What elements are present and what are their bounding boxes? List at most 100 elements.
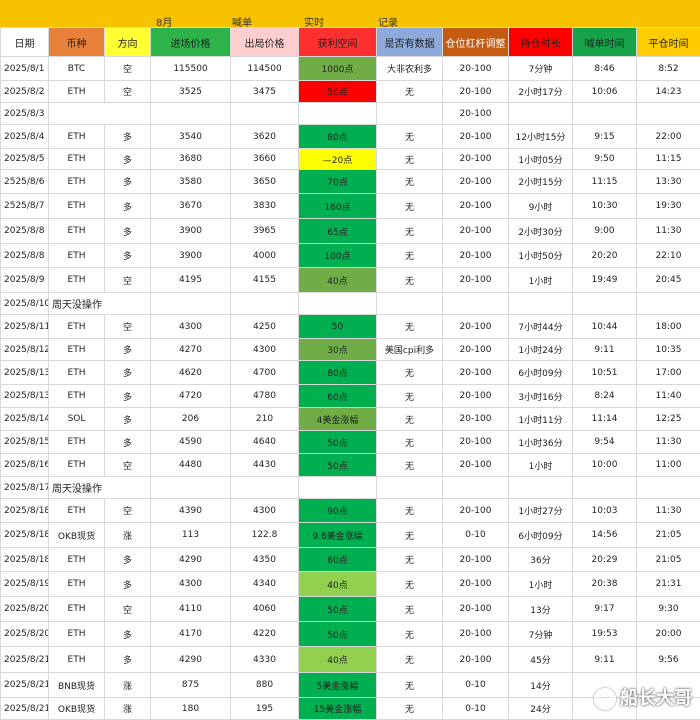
- cell-close-time[interactable]: [636, 476, 700, 499]
- cell-coin[interactable]: ETH: [48, 547, 105, 572]
- cell-data[interactable]: 无: [376, 621, 443, 647]
- cell-open-time[interactable]: 19:49: [572, 267, 637, 293]
- cell-entry[interactable]: 113: [150, 522, 231, 548]
- cell-entry[interactable]: 4110: [150, 596, 231, 622]
- header-data[interactable]: 是否有数据: [376, 27, 443, 57]
- cell-note[interactable]: 周天没操作: [48, 292, 151, 315]
- cell-profit[interactable]: 50点: [298, 430, 377, 454]
- cell-exit[interactable]: 4250: [230, 314, 299, 339]
- cell-open-time[interactable]: 10:30: [572, 193, 637, 219]
- cell-leverage[interactable]: 20-100: [442, 124, 509, 149]
- cell-open-time[interactable]: 8:24: [572, 384, 637, 408]
- cell-close-time[interactable]: 20:00: [636, 621, 700, 647]
- cell-exit[interactable]: 4330: [230, 646, 299, 673]
- cell-coin[interactable]: OKB现货: [48, 522, 105, 548]
- cell-direction[interactable]: 空: [104, 314, 151, 339]
- cell-date[interactable]: 2025/8/1: [0, 56, 49, 81]
- cell-coin[interactable]: BNB现货: [48, 672, 105, 698]
- cell-coin[interactable]: ETH: [48, 360, 105, 385]
- cell-hold[interactable]: 6小时09分: [508, 360, 573, 385]
- cell-coin[interactable]: ETH: [48, 430, 105, 454]
- cell-profit[interactable]: 50: [298, 314, 377, 339]
- cell-hold[interactable]: 7小时44分: [508, 314, 573, 339]
- cell-leverage[interactable]: 20-100: [442, 498, 509, 523]
- cell-exit[interactable]: 122.8: [230, 522, 299, 548]
- cell-entry[interactable]: 875: [150, 672, 231, 698]
- cell-leverage[interactable]: 20-100: [442, 267, 509, 293]
- cell-hold[interactable]: 2小时15分: [508, 169, 573, 194]
- cell-hold[interactable]: 1小时: [508, 571, 573, 597]
- cell-date[interactable]: 2025/8/2: [0, 80, 49, 103]
- cell-entry[interactable]: [150, 102, 231, 125]
- cell-data[interactable]: 无: [376, 498, 443, 523]
- cell-entry[interactable]: 4300: [150, 314, 231, 339]
- cell-entry[interactable]: 4170: [150, 621, 231, 647]
- cell-leverage[interactable]: 20-100: [442, 169, 509, 194]
- header-direction[interactable]: 方向: [104, 27, 151, 57]
- cell-date[interactable]: 2025/8/18: [0, 498, 49, 523]
- cell-entry[interactable]: 3900: [150, 243, 231, 268]
- cell-close-time[interactable]: 13:30: [636, 169, 700, 194]
- cell-close-time[interactable]: 11:30: [636, 430, 700, 454]
- cell-exit[interactable]: 4340: [230, 571, 299, 597]
- cell-hold[interactable]: 13分: [508, 596, 573, 622]
- cell-hold[interactable]: 14分: [508, 672, 573, 698]
- cell-direction[interactable]: 多: [104, 407, 151, 431]
- cell-entry[interactable]: 4195: [150, 267, 231, 293]
- cell-hold[interactable]: 12小时15分: [508, 124, 573, 149]
- cell-exit[interactable]: 4220: [230, 621, 299, 647]
- cell-profit[interactable]: 60点: [298, 547, 377, 572]
- cell-exit[interactable]: 3620: [230, 124, 299, 149]
- cell-exit[interactable]: 3660: [230, 148, 299, 170]
- cell-direction[interactable]: 多: [104, 338, 151, 361]
- cell-entry[interactable]: 3525: [150, 80, 231, 103]
- cell-data[interactable]: [376, 102, 443, 125]
- cell-date[interactable]: 2025/8/19: [0, 571, 49, 597]
- cell-close-time[interactable]: 14:23: [636, 80, 700, 103]
- cell-profit[interactable]: [298, 476, 377, 499]
- cell-exit[interactable]: 4780: [230, 384, 299, 408]
- cell-direction[interactable]: 空: [104, 453, 151, 477]
- cell-leverage[interactable]: 20-100: [442, 547, 509, 572]
- cell-hold[interactable]: 1小时50分: [508, 243, 573, 268]
- cell-open-time[interactable]: 10:51: [572, 360, 637, 385]
- cell-data[interactable]: 无: [376, 407, 443, 431]
- header-close-time[interactable]: 平仓时间: [636, 27, 700, 57]
- cell-hold[interactable]: 7分钟: [508, 56, 573, 81]
- header-profit[interactable]: 获利空间: [298, 27, 377, 57]
- cell-close-time[interactable]: 11:30: [636, 218, 700, 244]
- cell-profit[interactable]: 100点: [298, 243, 377, 268]
- cell-close-time[interactable]: 21:31: [636, 571, 700, 597]
- cell-exit[interactable]: 3650: [230, 169, 299, 194]
- cell-coin[interactable]: ETH: [48, 218, 105, 244]
- cell-open-time[interactable]: 9:54: [572, 430, 637, 454]
- cell-direction[interactable]: 多: [104, 571, 151, 597]
- cell-data[interactable]: 无: [376, 697, 443, 720]
- header-entry[interactable]: 进场价格: [150, 27, 231, 57]
- cell-open-time[interactable]: 20:20: [572, 243, 637, 268]
- cell-coin[interactable]: ETH: [48, 596, 105, 622]
- cell-profit[interactable]: 30点: [298, 338, 377, 361]
- cell-open-time[interactable]: 9:00: [572, 218, 637, 244]
- cell-direction[interactable]: 多: [104, 646, 151, 673]
- cell-coin[interactable]: ETH: [48, 267, 105, 293]
- cell-entry[interactable]: 4620: [150, 360, 231, 385]
- cell-date[interactable]: 2025/8/12: [0, 338, 49, 361]
- cell-data[interactable]: 无: [376, 596, 443, 622]
- cell-date[interactable]: 2025/8/18: [0, 522, 49, 548]
- cell-exit[interactable]: 4155: [230, 267, 299, 293]
- cell-open-time[interactable]: 11:15: [572, 169, 637, 194]
- cell-profit[interactable]: 9.8美金涨幅: [298, 522, 377, 548]
- cell-profit[interactable]: 60点: [298, 384, 377, 408]
- cell-close-time[interactable]: 21:05: [636, 547, 700, 572]
- cell-profit[interactable]: [298, 292, 377, 315]
- cell-direction[interactable]: 空: [104, 596, 151, 622]
- cell-leverage[interactable]: 0-10: [442, 697, 509, 720]
- cell-hold[interactable]: 1小时36分: [508, 430, 573, 454]
- cell-leverage[interactable]: 20-100: [442, 621, 509, 647]
- cell-open-time[interactable]: 20:29: [572, 547, 637, 572]
- cell-coin[interactable]: ETH: [48, 621, 105, 647]
- cell-direction[interactable]: 多: [104, 169, 151, 194]
- cell-direction[interactable]: 空: [104, 80, 151, 103]
- cell-hold[interactable]: 45分: [508, 646, 573, 673]
